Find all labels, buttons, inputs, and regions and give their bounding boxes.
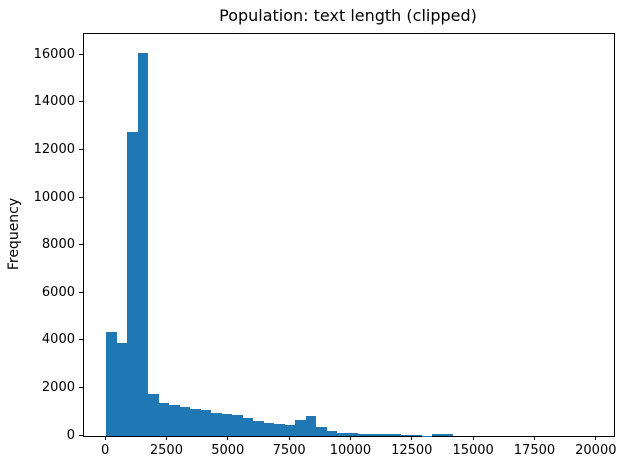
histogram-bar [390, 434, 401, 436]
histogram-bar [305, 416, 317, 436]
x-tick-mark [595, 436, 597, 440]
y-tick-label: 6000 [41, 284, 75, 300]
histogram-bar [284, 425, 296, 436]
x-tick-label: 2500 [149, 443, 183, 458]
y-tick-mark [79, 53, 83, 55]
histogram-bar [379, 434, 390, 436]
histogram-bar [200, 410, 212, 436]
y-tick-mark [79, 339, 83, 341]
x-tick-mark [533, 436, 535, 440]
y-tick-label: 16000 [33, 46, 75, 62]
x-tick-mark [227, 436, 229, 440]
x-tick-label: 15000 [452, 443, 494, 458]
y-tick-label: 8000 [41, 237, 75, 253]
y-tick-label: 0 [66, 427, 75, 443]
histogram-bar [295, 419, 306, 436]
y-tick-label: 10000 [33, 189, 75, 205]
y-tick-label: 4000 [41, 332, 75, 348]
histogram-bar [432, 433, 443, 436]
y-tick-mark [79, 196, 83, 198]
y-tick-mark [79, 434, 83, 436]
y-tick-mark [79, 291, 83, 293]
x-tick-label: 5000 [211, 443, 245, 458]
histogram-bar [400, 434, 412, 436]
x-tick-mark [165, 436, 167, 440]
y-tick-mark [79, 149, 83, 151]
x-tick-mark [104, 436, 106, 440]
x-tick-label: 17500 [513, 443, 556, 458]
histogram-bar [169, 405, 180, 436]
histogram-bar [190, 409, 201, 436]
x-tick-label: 10000 [329, 443, 372, 458]
y-tick-mark [79, 101, 83, 103]
histogram-bar [137, 53, 149, 436]
x-tick-mark [349, 436, 351, 440]
histogram-bar [148, 394, 159, 436]
histogram-bar [253, 420, 264, 436]
x-tick-label: 12500 [391, 443, 433, 458]
y-tick-mark [79, 244, 83, 246]
histogram-bar [368, 434, 380, 436]
histogram-bar [316, 426, 327, 436]
histogram-bar [127, 131, 138, 436]
x-tick-mark [288, 436, 290, 440]
x-tick-mark [411, 436, 413, 440]
histogram-bar [263, 422, 275, 436]
histogram-bar [232, 415, 243, 436]
histogram-bar [179, 406, 191, 436]
y-tick-mark [79, 386, 83, 388]
x-tick-mark [472, 436, 474, 440]
histogram-bar [158, 403, 170, 436]
y-axis-label: Frequency [6, 197, 22, 271]
chart-title: Population: text length (clipped) [219, 6, 477, 25]
histogram-bar [211, 412, 222, 436]
x-tick-label: 7500 [272, 443, 306, 458]
histogram-bar [221, 413, 233, 436]
histogram-bar [442, 434, 454, 436]
histogram-bar [337, 433, 348, 436]
x-tick-label: 0 [100, 443, 110, 458]
y-tick-label: 14000 [33, 94, 75, 110]
histogram-bar [326, 431, 338, 436]
plot-area [83, 33, 615, 437]
y-tick-label: 2000 [41, 379, 75, 395]
histogram-bar [106, 331, 117, 436]
histogram-bar [116, 342, 128, 436]
histogram-bar [242, 418, 254, 436]
y-tick-label: 12000 [33, 142, 75, 158]
histogram-bar [411, 434, 422, 436]
histogram-bar [274, 424, 285, 436]
histogram-bar [358, 433, 369, 436]
histogram-bar [347, 433, 359, 436]
x-tick-label: 20000 [575, 443, 617, 458]
